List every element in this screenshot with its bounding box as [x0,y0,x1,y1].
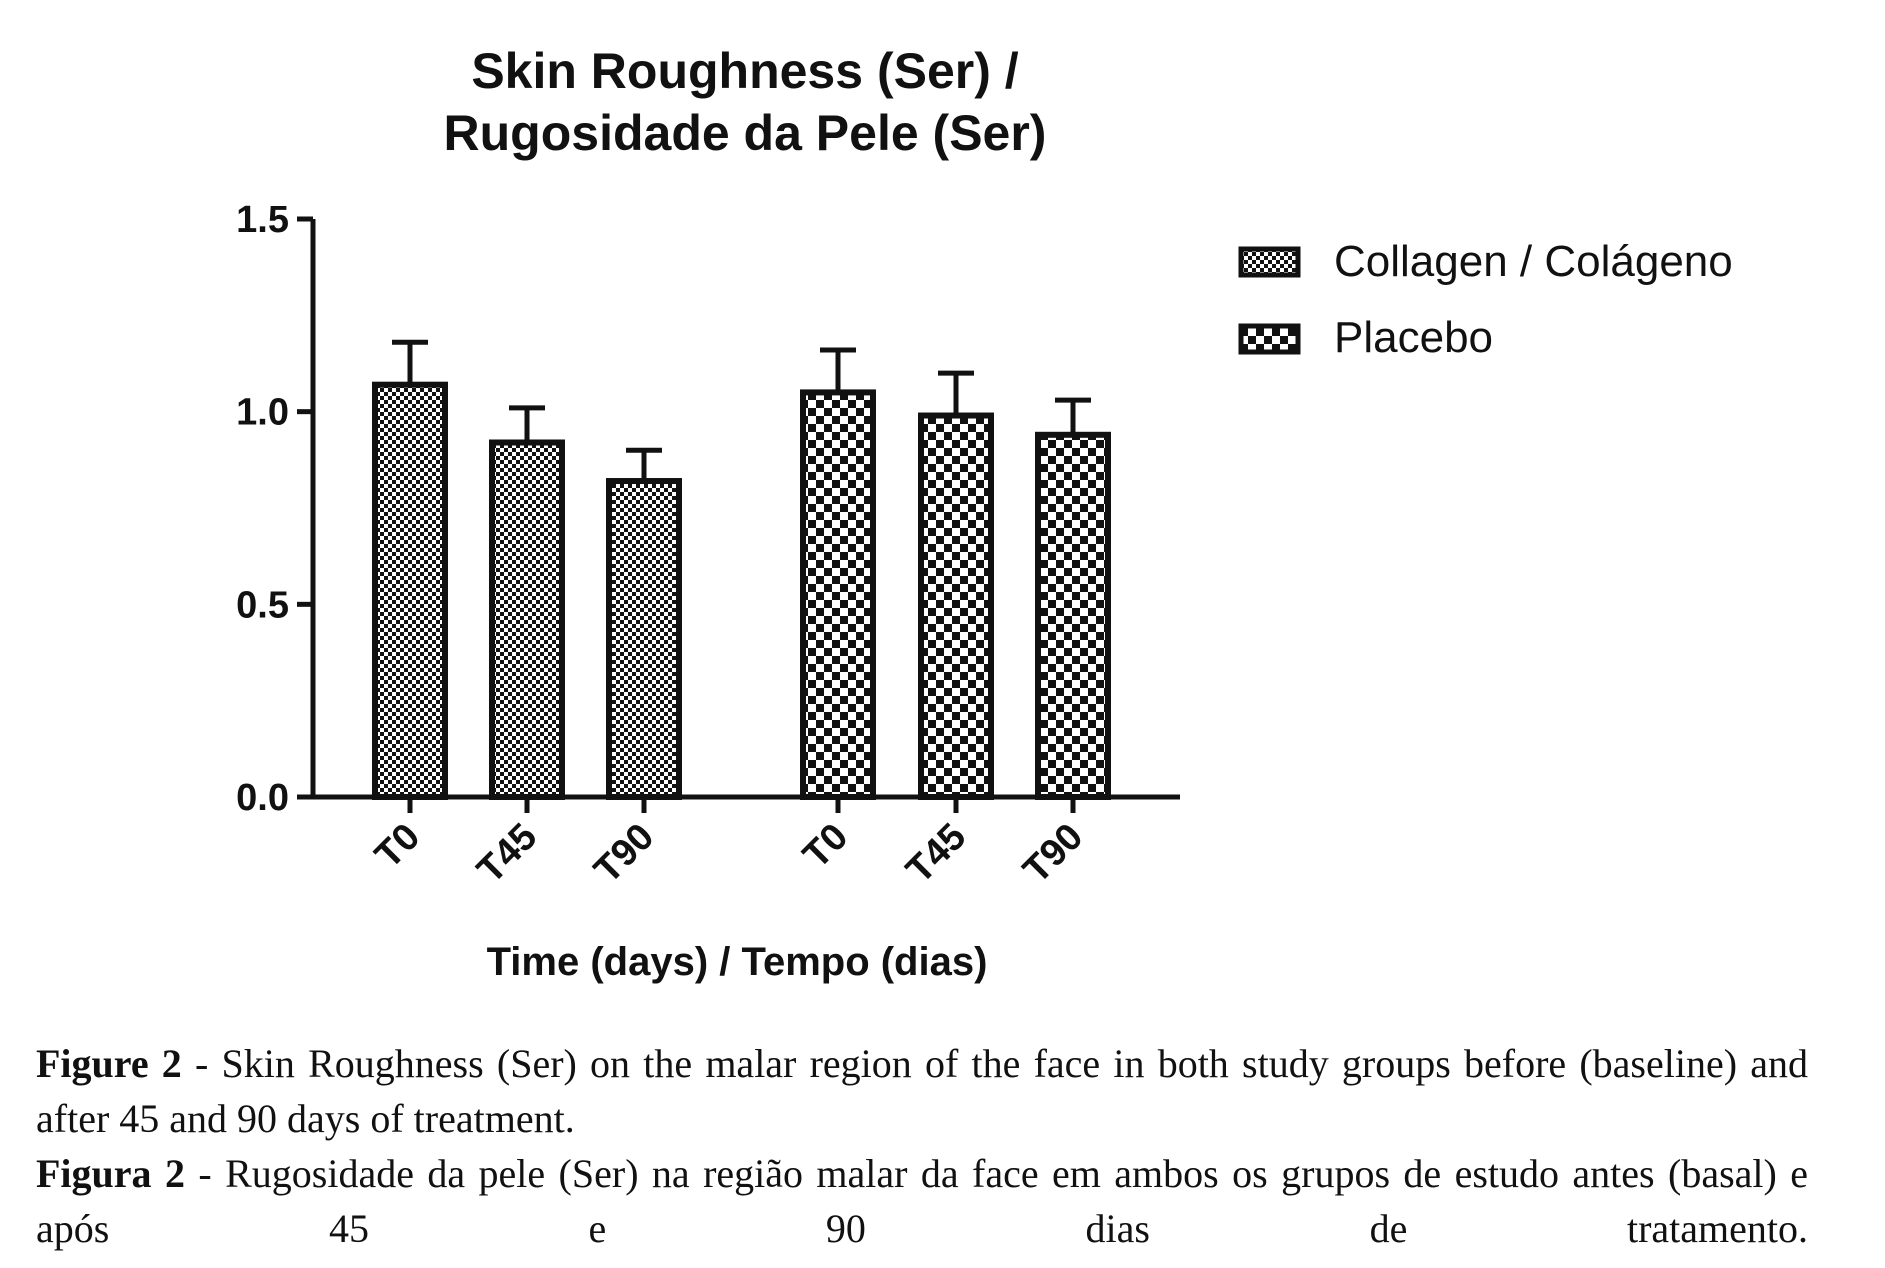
figure-caption: Figure 2 - Skin Roughness (Ser) on the m… [36,1036,1808,1256]
caption-english-label: Figure 2 [36,1041,182,1086]
x-tick-label: T90 [586,816,662,892]
bar [489,439,565,800]
legend: Collagen / Colágeno Placebo [1238,237,1733,362]
legend-swatch-placebo [1238,323,1301,355]
x-tick-label: T45 [469,816,545,892]
y-tick-label: 0.0 [236,777,289,819]
legend-label-placebo: Placebo [1334,313,1493,362]
chart-title-line-2: Rugosidade da Pele (Ser) [444,105,1047,161]
caption-portuguese: Figura 2 - Rugosidade da pele (Ser) na r… [36,1146,1808,1256]
caption-english-text: - Skin Roughness (Ser) on the malar regi… [36,1041,1809,1141]
chart-title-line-1: Skin Roughness (Ser) / [471,43,1018,99]
caption-portuguese-label: Figura 2 [36,1151,185,1196]
legend-label-collagen: Collagen / Colágeno [1334,237,1733,286]
bar [606,478,682,800]
bar [372,381,448,800]
y-tick-label: 0.5 [236,584,289,626]
bar [1035,431,1111,800]
plot-area: 0.0 0.5 1.0 1.5 T0 T45 T90 T0 T45 T90 [236,199,1111,892]
x-axis-title: Time (days) / Tempo (dias) [487,940,988,984]
y-tick-label: 1.0 [236,392,289,434]
y-tick-label: 1.5 [236,199,289,241]
x-tick-label: T0 [367,816,428,877]
caption-portuguese-text: - Rugosidade da pele (Ser) na região mal… [36,1151,1808,1251]
x-tick-label: T45 [898,816,974,892]
bar [800,389,876,800]
x-tick-label: T0 [795,816,856,877]
caption-english: Figure 2 - Skin Roughness (Ser) on the m… [36,1036,1808,1146]
legend-swatch-collagen [1238,246,1301,278]
bar [918,412,994,800]
x-tick-label: T90 [1015,816,1091,892]
